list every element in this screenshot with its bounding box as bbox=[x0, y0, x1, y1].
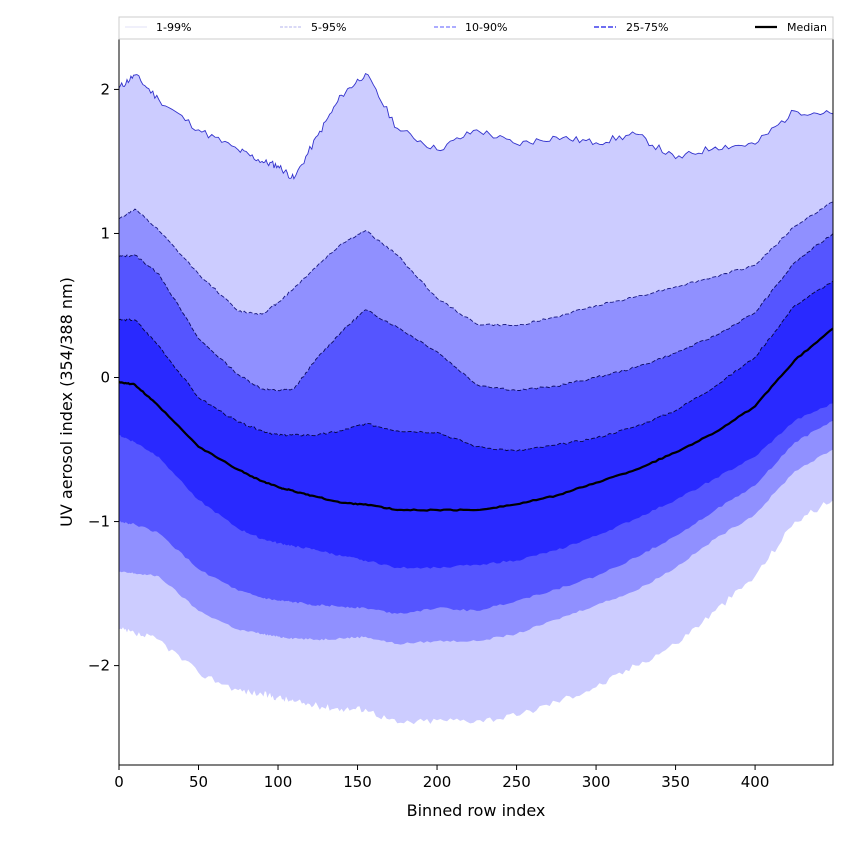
band-upper-line-5-95pct bbox=[119, 201, 833, 327]
band-upper-line-1-99pct bbox=[119, 72, 833, 180]
x-axis: 0 50 100 150 200 250 300 350 400 bbox=[114, 765, 769, 791]
x-tick-label: 200 bbox=[423, 773, 452, 791]
band-upper-line-25-75pct bbox=[119, 280, 833, 452]
legend-label: 1-99% bbox=[156, 21, 191, 34]
x-tick-label: 350 bbox=[661, 773, 690, 791]
y-tick-label: 2 bbox=[100, 80, 110, 98]
band-upper-line-10-90pct bbox=[119, 233, 833, 392]
legend-label: Median bbox=[787, 21, 827, 34]
x-tick-label: 50 bbox=[189, 773, 208, 791]
legend-label: 25-75% bbox=[626, 21, 668, 34]
legend-box bbox=[118, 16, 834, 40]
x-tick-label: 0 bbox=[114, 773, 124, 791]
x-tick-label: 400 bbox=[741, 773, 770, 791]
x-tick-label: 150 bbox=[343, 773, 372, 791]
x-axis-label: Binned row index bbox=[407, 801, 546, 820]
y-axis-label: UV aerosol index (354/388 nm) bbox=[57, 277, 76, 527]
band-25-75pct bbox=[119, 281, 833, 569]
bands-layer bbox=[119, 73, 833, 725]
x-tick-label: 250 bbox=[502, 773, 531, 791]
x-tick-label: 300 bbox=[582, 773, 611, 791]
lines-layer bbox=[119, 72, 833, 512]
legend: 1-99% 5-95% 10-90% 25-75% Median bbox=[118, 16, 834, 40]
median-line bbox=[119, 327, 833, 512]
y-axis: −2 −1 0 1 2 bbox=[88, 80, 119, 675]
y-tick-label: 1 bbox=[100, 224, 110, 242]
y-tick-label: −2 bbox=[88, 657, 110, 675]
y-tick-label: 0 bbox=[100, 369, 110, 387]
x-tick-label: 100 bbox=[264, 773, 293, 791]
y-tick-label: −1 bbox=[88, 513, 110, 531]
legend-label: 5-95% bbox=[311, 21, 346, 34]
legend-label: 10-90% bbox=[465, 21, 507, 34]
